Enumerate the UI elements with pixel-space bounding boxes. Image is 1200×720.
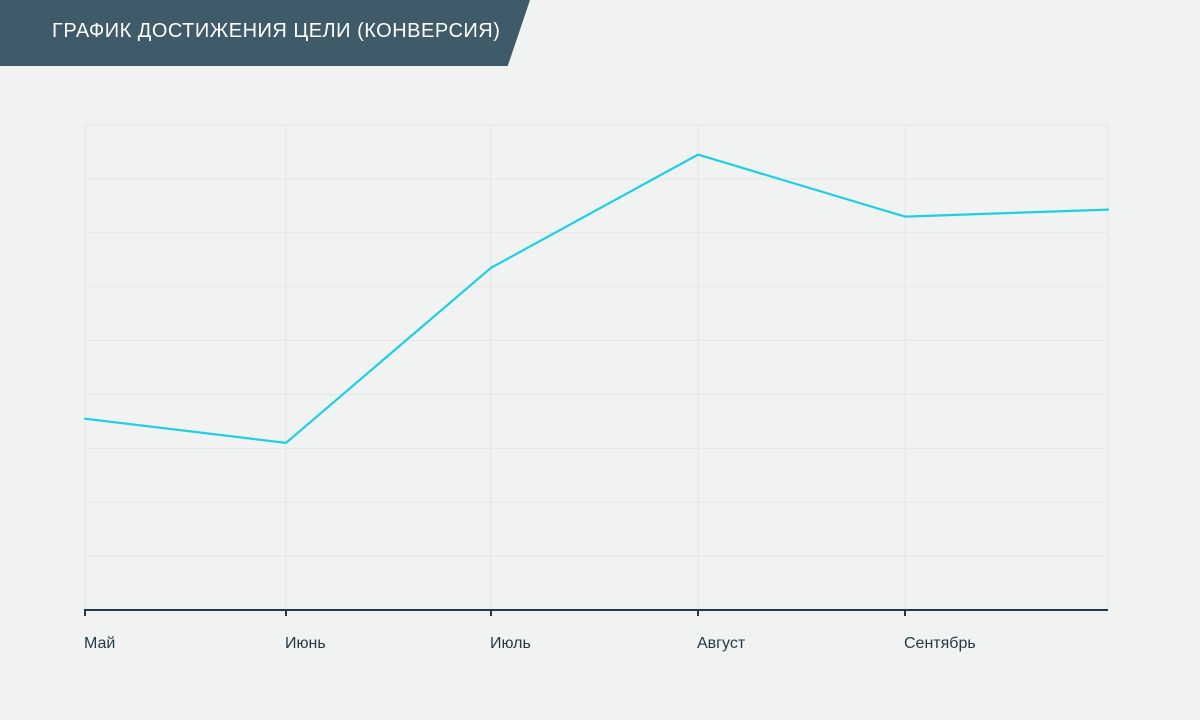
chart-series [83,153,1110,444]
x-tick-label: Июль [490,635,531,652]
chart-tick-labels: Май Июнь Июль Август Сентябрь [84,635,976,652]
series-line [83,153,1110,444]
x-tick-label: Июнь [285,635,326,652]
chart-x-axis [84,609,1108,616]
chart-grid [84,124,1109,610]
page-title: ГРАФИК ДОСТИЖЕНИЯ ЦЕЛИ (КОНВЕРСИЯ) [52,20,501,42]
header-banner [0,0,530,66]
x-tick-label: Сентябрь [904,635,976,652]
x-tick-label: Август [697,635,746,652]
x-tick-label: Май [84,635,115,652]
